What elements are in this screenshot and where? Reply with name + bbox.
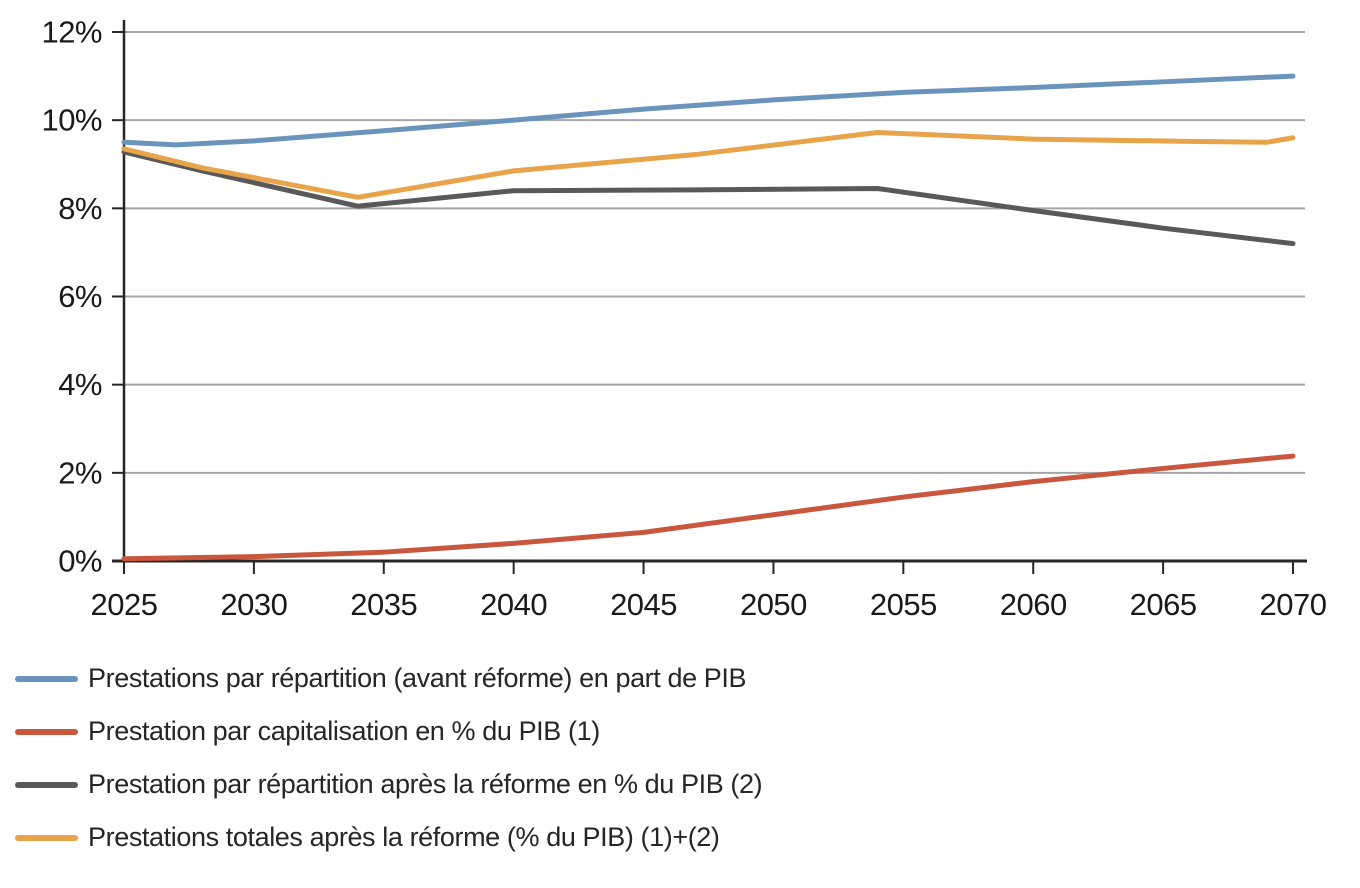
- x-axis-label: 2050: [740, 587, 807, 622]
- x-axis-label: 2040: [480, 587, 547, 622]
- y-axis-label: 8%: [58, 191, 102, 226]
- x-axis-label: 2025: [91, 587, 158, 622]
- legend-item-repartition-apres-reforme: Prestation par répartition après la réfo…: [15, 758, 1360, 811]
- legend-swatch-red-line: [15, 728, 78, 735]
- legend-swatch-orange-line: [15, 834, 78, 841]
- line-chart: 0% 2% 4% 6% 8% 10% 12% 2025 2030 2035 2040 2045 2050…: [41, 15, 1327, 623]
- y-axis-label: 4%: [58, 367, 102, 402]
- legend-swatch-blue-line: [15, 675, 78, 682]
- legend-label: Prestations totales après la réforme (% …: [88, 822, 720, 852]
- x-axis-label: 2070: [1260, 587, 1327, 622]
- y-axis-label: 2%: [58, 455, 102, 490]
- x-axis-label: 2060: [1000, 587, 1067, 622]
- legend-swatch-gray-line: [15, 781, 78, 788]
- y-axis-label: 10%: [41, 103, 102, 138]
- x-axis-label: 2065: [1130, 587, 1197, 622]
- legend-label: Prestation par capitalisation en % du PI…: [88, 716, 600, 746]
- chart-legend: Prestations par répartition (avant réfor…: [0, 652, 1360, 864]
- series-line: [121, 453, 1296, 562]
- x-axis-label: 2035: [350, 587, 417, 622]
- legend-item-repartition-avant-reforme: Prestations par répartition (avant réfor…: [15, 652, 1360, 705]
- y-axis-label: 12%: [41, 15, 102, 50]
- y-axis-label: 0%: [58, 544, 102, 579]
- x-axis-label: 2045: [610, 587, 677, 622]
- series-line: [121, 130, 1296, 200]
- legend-item-capitalisation: Prestation par capitalisation en % du PI…: [15, 705, 1360, 758]
- x-axis-label: 2030: [220, 587, 287, 622]
- legend-label: Prestations par répartition (avant réfor…: [88, 663, 747, 693]
- y-axis-label: 6%: [58, 279, 102, 314]
- legend-item-prestations-totales: Prestations totales après la réforme (% …: [15, 811, 1360, 864]
- series-line: [121, 73, 1296, 148]
- legend-label: Prestation par répartition après la réfo…: [88, 769, 763, 799]
- x-axis-label: 2055: [870, 587, 937, 622]
- series-line: [121, 149, 1296, 247]
